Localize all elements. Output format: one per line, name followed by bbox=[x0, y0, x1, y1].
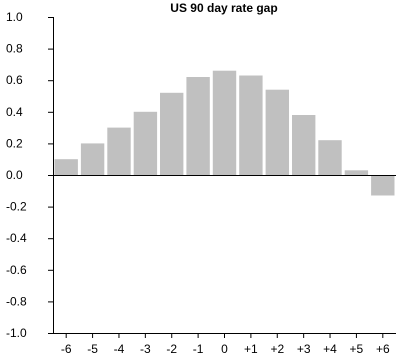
x-tick-label: -3 bbox=[140, 342, 151, 356]
x-tick-label: +2 bbox=[270, 342, 284, 356]
y-tick-label: -0.2 bbox=[6, 200, 27, 214]
x-tick-label: -5 bbox=[87, 342, 98, 356]
y-tick-label: -0.6 bbox=[6, 263, 27, 277]
y-tick-label: 0.2 bbox=[6, 136, 23, 150]
x-tick-label: -6 bbox=[61, 342, 72, 356]
y-tick-label: -1.0 bbox=[6, 326, 27, 340]
y-tick-labels: 1.0 0.8 0.6 0.4 0.2 0.0 -0.2 -0.4 -0.6 -0.8 -1.0 bbox=[6, 10, 27, 340]
x-tick-label: +3 bbox=[297, 342, 311, 356]
y-tick-label: 0.6 bbox=[6, 73, 23, 87]
bars-group bbox=[54, 70, 395, 196]
x-tick-label: +4 bbox=[323, 342, 337, 356]
x-tick-label: +6 bbox=[376, 342, 390, 356]
bar-+5 bbox=[344, 170, 369, 175]
y-tick-label: 0.4 bbox=[6, 105, 23, 119]
x-tick-label: -1 bbox=[193, 342, 204, 356]
axes-group bbox=[48, 17, 396, 338]
y-tick-label: -0.8 bbox=[6, 294, 27, 308]
y-tick-label: -0.4 bbox=[6, 231, 27, 245]
bar-+6 bbox=[371, 175, 395, 196]
x-tick-label: 0 bbox=[221, 342, 228, 356]
y-tick-label: 1.0 bbox=[6, 10, 23, 24]
x-tick-label: +5 bbox=[350, 342, 364, 356]
bar--6 bbox=[54, 159, 78, 175]
bar--3 bbox=[133, 111, 158, 175]
bar--1 bbox=[186, 77, 210, 175]
bar--5 bbox=[80, 143, 105, 175]
bar-+1 bbox=[239, 75, 263, 175]
bar-+4 bbox=[318, 140, 342, 175]
y-tick-label: 0.8 bbox=[6, 42, 23, 56]
x-tick-labels: -6 -5 -4 -3 -2 -1 0 +1 +2 +3 +4 +5 +6 bbox=[61, 342, 390, 356]
bar--2 bbox=[160, 92, 184, 175]
chart-title: US 90 day rate gap bbox=[170, 1, 277, 15]
bar-0 bbox=[212, 70, 237, 175]
x-tick-label: -4 bbox=[114, 342, 125, 356]
bar-+3 bbox=[292, 115, 316, 175]
bar-+2 bbox=[265, 89, 289, 175]
x-tick-label: -2 bbox=[166, 342, 177, 356]
y-tick-label: 0.0 bbox=[6, 168, 23, 182]
bar--4 bbox=[107, 127, 131, 175]
x-tick-label: +1 bbox=[244, 342, 258, 356]
